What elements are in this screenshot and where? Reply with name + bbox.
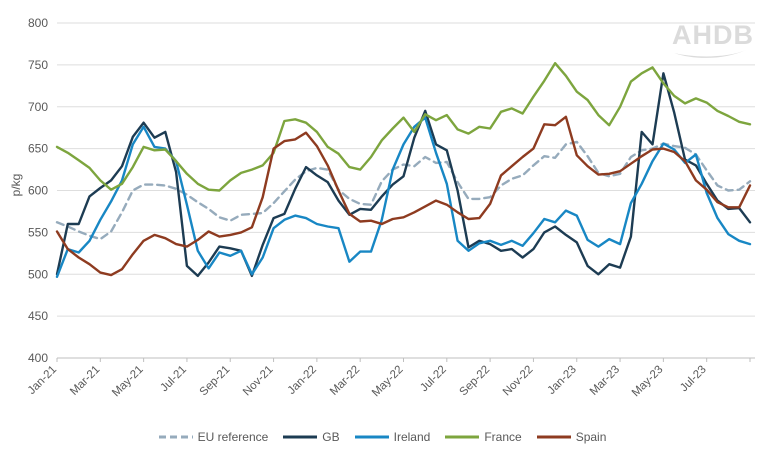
- series-line-france: [55, 62, 752, 192]
- x-tick-label: Jul-22: [418, 364, 449, 395]
- legend-label: GB: [322, 430, 340, 444]
- legend-item-eu-reference: EU reference: [158, 430, 269, 444]
- y-tick-label: 550: [28, 225, 48, 239]
- x-tick-label: May-22: [370, 364, 406, 400]
- ahdb-logo: AHDB: [672, 20, 754, 62]
- legend-label: France: [484, 430, 522, 444]
- y-tick-label: 400: [28, 351, 48, 365]
- series-line-ireland: [55, 116, 752, 278]
- x-tick-label: Jul-21: [158, 364, 189, 395]
- legend-label: Spain: [575, 430, 607, 444]
- x-tick-label: Jan-23: [546, 364, 579, 397]
- y-tick-label: 800: [28, 16, 48, 30]
- legend-line-swatch: [354, 435, 389, 439]
- legend-label: Ireland: [393, 430, 431, 444]
- x-tick-label: May-21: [110, 364, 146, 400]
- y-tick-label: 500: [28, 267, 48, 281]
- x-tick-label: Mar-23: [588, 364, 622, 398]
- x-tick-label: Mar-21: [68, 364, 102, 398]
- legend-line-swatch: [158, 435, 193, 439]
- y-tick-label: 750: [28, 58, 48, 72]
- x-tick-label: Sep-22: [458, 364, 493, 399]
- y-tick-label: 650: [28, 142, 48, 156]
- y-tick-label: 600: [28, 184, 48, 198]
- y-axis-title: p/kg: [9, 173, 23, 197]
- x-tick-label: Jul-23: [678, 364, 709, 395]
- ahdb-logo-text: AHDB: [672, 20, 754, 50]
- legend-line-swatch: [445, 435, 480, 439]
- x-tick-label: May-23: [630, 364, 666, 400]
- legend-item-gb: GB: [282, 430, 340, 444]
- series-line-spain: [55, 115, 752, 277]
- legend-item-spain: Spain: [536, 430, 607, 444]
- x-tick-label: Jan-21: [26, 364, 59, 397]
- legend-label: EU reference: [197, 430, 269, 444]
- legend-item-ireland: Ireland: [354, 430, 431, 444]
- x-tick-label: Sep-21: [198, 364, 233, 399]
- y-tick-label: 700: [28, 100, 48, 114]
- legend-line-swatch: [536, 435, 571, 439]
- legend-line-swatch: [283, 435, 318, 439]
- ahdb-logo-swoosh-icon: [674, 50, 746, 58]
- legend-item-france: France: [444, 430, 522, 444]
- chart-legend: EU reference GB Ireland France Spain: [0, 430, 764, 444]
- x-tick-label: Jan-22: [286, 364, 319, 397]
- x-tick-label: Nov-22: [501, 364, 536, 399]
- x-tick-label: Mar-22: [328, 364, 362, 398]
- y-tick-label: 450: [28, 309, 48, 323]
- series-line-eu-reference: [55, 140, 752, 241]
- x-tick-label: Nov-21: [241, 364, 276, 399]
